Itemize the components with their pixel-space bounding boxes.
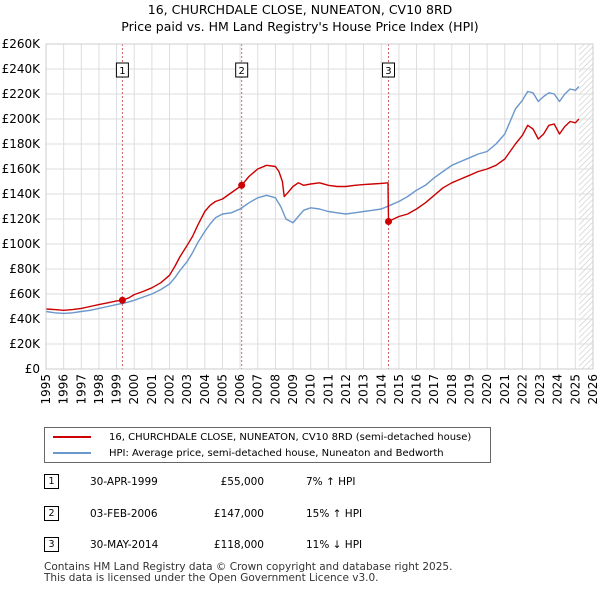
- x-tick-label: 2004: [198, 374, 212, 405]
- x-tick-label: 2013: [357, 374, 371, 405]
- y-tick-label: £120K: [2, 212, 42, 226]
- y-tick-label: £40K: [9, 312, 41, 326]
- sale-label-text: 3: [385, 66, 391, 77]
- x-tick-label: 1995: [39, 374, 53, 405]
- y-tick-label: £140K: [2, 187, 42, 201]
- chart-subtitle: Price paid vs. HM Land Registry's House …: [121, 19, 479, 34]
- sale-number-badge: 1: [44, 474, 59, 489]
- price-chart: 1 2 3 £0 £20K £40K £60K £80K £100K £120K £140K £16…: [2, 37, 600, 405]
- x-tick-label: 2003: [180, 374, 194, 405]
- x-tick-label: 2000: [127, 374, 141, 405]
- legend-swatch-hpi: [53, 452, 91, 454]
- plot-background: [46, 44, 593, 369]
- sale-price: £55,000: [220, 476, 264, 488]
- y-tick-label: £180K: [2, 137, 42, 151]
- sale-date: 30-APR-1999: [90, 476, 158, 488]
- sale-number-badge: 3: [44, 537, 59, 552]
- x-tick-label: 2026: [586, 374, 600, 405]
- x-tick-label: 2009: [286, 374, 300, 405]
- sale-label-box: [235, 62, 249, 78]
- footer: Contains HM Land Registry data © Crown c…: [44, 562, 452, 584]
- x-tick-label: 1998: [92, 374, 106, 405]
- sale-hpi-change: 7% ↑ HPI: [306, 476, 356, 488]
- x-tick-label: 2007: [251, 374, 265, 405]
- legend-item-hpi: HPI: Average price, semi-detached house,…: [53, 446, 444, 460]
- y-tick-label: £60K: [9, 287, 41, 301]
- footer-copyright: Contains HM Land Registry data © Crown c…: [44, 561, 453, 573]
- property-price-line: [45, 118, 580, 311]
- x-tick-label: 2024: [551, 374, 565, 405]
- legend: 16, CHURCHDALE CLOSE, NUNEATON, CV10 8RD…: [44, 427, 491, 463]
- x-tick-label: 2018: [445, 374, 459, 405]
- x-tick-label: 2011: [321, 374, 335, 405]
- y-tick-label: £160K: [2, 162, 42, 176]
- x-tick-label: 2006: [233, 374, 247, 405]
- x-tick-label: 2019: [462, 374, 476, 405]
- legend-label-hpi: HPI: Average price, semi-detached house,…: [109, 447, 444, 459]
- x-tick-label: 2025: [568, 374, 582, 405]
- table-row: 3 30-MAY-2014 £118,000 11% ↓ HPI: [44, 537, 484, 553]
- sale-hpi-change: 15% ↑ HPI: [306, 508, 363, 520]
- x-tick-label: 1997: [74, 374, 88, 405]
- y-tick-label: £220K: [2, 87, 42, 101]
- x-tick-label: 2016: [410, 374, 424, 405]
- table-row: 2 03-FEB-2006 £147,000 15% ↑ HPI: [44, 506, 484, 522]
- table-row: 1 30-APR-1999 £55,000 7% ↑ HPI: [44, 474, 484, 490]
- x-tick-label: 2012: [339, 374, 353, 405]
- y-tick-label: £260K: [2, 37, 42, 51]
- y-tick-label: £20K: [9, 337, 41, 351]
- x-tick-label: 2008: [268, 374, 282, 405]
- legend-label-property: 16, CHURCHDALE CLOSE, NUNEATON, CV10 8RD…: [109, 431, 472, 443]
- x-tick-label: 2023: [533, 374, 547, 405]
- sale-number-badge: 2: [44, 506, 59, 521]
- legend-item-property: 16, CHURCHDALE CLOSE, NUNEATON, CV10 8RD…: [53, 430, 471, 444]
- y-tick-label: £100K: [2, 237, 42, 251]
- sale-hpi-change: 11% ↓ HPI: [306, 539, 363, 551]
- legend-swatch-property: [53, 436, 91, 438]
- footer-license: This data is licensed under the Open Gov…: [44, 572, 379, 584]
- x-tick-label: 2021: [498, 374, 512, 405]
- y-tick-label: £200K: [2, 112, 42, 126]
- future-hatch-region: [578, 44, 593, 369]
- sale-point: [118, 296, 126, 304]
- sale-label-text: 2: [238, 66, 244, 77]
- plot-frame: [45, 43, 594, 370]
- y-tick-label: £80K: [9, 262, 41, 276]
- chart-title: 16, CHURCHDALE CLOSE, NUNEATON, CV10 8RD: [147, 2, 453, 17]
- x-tick-label: 1996: [57, 374, 71, 405]
- sale-point: [384, 218, 392, 225]
- x-tick-label: 2001: [145, 374, 159, 405]
- x-tick-label: 2015: [392, 374, 406, 405]
- sale-price: £118,000: [213, 539, 264, 551]
- sale-label-text: 1: [119, 66, 125, 77]
- x-tick-label: 2014: [374, 374, 388, 405]
- x-tick-label: 2017: [427, 374, 441, 405]
- y-tick-label: £0: [25, 362, 40, 376]
- hpi-line: [45, 86, 580, 315]
- x-tick-label: 2005: [215, 374, 229, 405]
- sale-point: [238, 181, 246, 189]
- x-tick-label: 2002: [163, 374, 177, 405]
- x-tick-label: 1999: [110, 374, 124, 405]
- x-tick-label: 2020: [480, 374, 494, 405]
- sale-label-box: [381, 62, 395, 78]
- sale-date: 03-FEB-2006: [90, 508, 158, 520]
- x-tick-label: 2022: [515, 374, 529, 405]
- y-tick-label: £240K: [2, 62, 42, 76]
- x-tick-label: 2010: [304, 374, 318, 405]
- sale-label-box: [115, 62, 129, 78]
- sale-date: 30-MAY-2014: [90, 539, 159, 551]
- sale-price: £147,000: [213, 508, 264, 520]
